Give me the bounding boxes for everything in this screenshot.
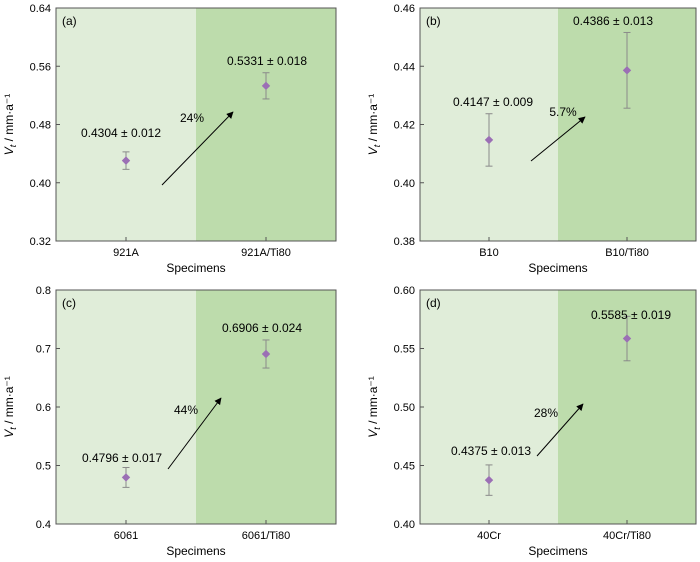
- y-tick-label: 0.32: [30, 236, 51, 248]
- x-tick-label: 6061/Ti80: [242, 530, 291, 542]
- increase-arrow: [161, 111, 234, 186]
- x-tick-label: 921A: [113, 247, 139, 259]
- y-tick-label: 0.64: [30, 3, 51, 15]
- y-tick-label: 0.60: [394, 285, 415, 297]
- panel-label: (c): [62, 296, 76, 310]
- increase-arrow: [536, 403, 584, 457]
- x-axis-label: Specimens: [528, 261, 587, 275]
- y-tick-label: 0.46: [394, 3, 415, 15]
- x-tick-label: 40Cr/Ti80: [603, 530, 651, 542]
- increase-arrow: [530, 116, 586, 162]
- y-tick-label: 0.38: [394, 236, 415, 248]
- x-axis-label: Specimens: [528, 544, 587, 558]
- data-point: [622, 334, 632, 343]
- panel-label: (b): [426, 14, 441, 28]
- panel-label: (d): [426, 296, 441, 310]
- increase-label: 24%: [180, 111, 204, 125]
- y-tick-label: 0.44: [394, 61, 415, 73]
- increase-arrow: [167, 397, 222, 470]
- value-label: 0.4796 ± 0.017: [82, 451, 162, 465]
- x-tick-label: 6061: [114, 530, 138, 542]
- panels: 0.32 0.40 0.48 0.56 0.64 921A 921A/Ti80 Specime…: [2, 3, 697, 558]
- right-region: [196, 290, 336, 524]
- x-tick-label: B10/Ti80: [605, 247, 649, 259]
- y-tick-label: 0.5: [36, 461, 51, 473]
- y-tick-label: 0.40: [394, 178, 415, 190]
- data-point: [121, 156, 131, 165]
- data-point: [484, 475, 494, 485]
- data-point: [622, 66, 632, 75]
- x-axis-label: Specimens: [166, 544, 225, 558]
- y-tick-label: 0.42: [394, 120, 415, 132]
- x-tick-label: 40Cr: [477, 530, 501, 542]
- y-tick-label: 0.6: [36, 402, 51, 414]
- y-tick-label: 0.45: [394, 461, 415, 473]
- value-label: 0.5331 ± 0.018: [227, 54, 307, 68]
- y-axis-label: Vt / mm·a⁻¹: [366, 94, 382, 156]
- y-tick-label: 0.8: [36, 285, 51, 297]
- data-point: [261, 349, 271, 359]
- data-point: [484, 135, 494, 145]
- value-label: 0.4147 ± 0.009: [453, 95, 533, 109]
- panel-label: (a): [62, 14, 77, 28]
- chart-panel-2: 0.38 0.40 0.42 0.44 0.46 B10 B10/Ti80 Specimens…: [366, 3, 697, 275]
- value-label: 0.4375 ± 0.013: [451, 444, 531, 458]
- data-point: [121, 473, 131, 482]
- y-tick-label: 0.7: [36, 344, 51, 356]
- increase-label: 5.7%: [549, 105, 577, 119]
- chart-panel-4: 0.40 0.45 0.50 0.55 0.60 40Cr 40Cr/Ti80 Specime…: [366, 285, 697, 558]
- y-axis-label: Vt / mm·a⁻¹: [2, 376, 18, 438]
- value-label: 0.5585 ± 0.019: [591, 308, 671, 322]
- y-tick-label: 0.40: [394, 519, 415, 531]
- data-point: [261, 81, 271, 91]
- x-axis-label: Specimens: [166, 261, 225, 275]
- y-axis-label: Vt / mm·a⁻¹: [2, 94, 18, 156]
- chart-panel-3: 0.4 0.5 0.6 0.7 0.8 6061 6061/Ti80 Specimens Vt …: [2, 285, 337, 558]
- y-tick-label: 0.48: [30, 120, 51, 132]
- y-tick-label: 0.40: [30, 178, 51, 190]
- chart-panel-1: 0.32 0.40 0.48 0.56 0.64 921A 921A/Ti80 Specime…: [2, 3, 337, 275]
- y-tick-label: 0.56: [30, 61, 51, 73]
- left-region: [56, 8, 196, 241]
- right-region: [196, 8, 336, 241]
- y-axis-label: Vt / mm·a⁻¹: [366, 376, 382, 438]
- y-tick-label: 0.50: [394, 402, 415, 414]
- x-tick-label: B10: [479, 247, 499, 259]
- value-label: 0.4304 ± 0.012: [81, 126, 161, 140]
- x-tick-label: 921A/Ti80: [241, 247, 291, 259]
- value-label: 0.6906 ± 0.024: [222, 321, 302, 335]
- y-tick-label: 0.4: [36, 519, 51, 531]
- increase-label: 44%: [174, 403, 198, 417]
- y-tick-label: 0.55: [394, 344, 415, 356]
- value-label: 0.4386 ± 0.013: [573, 14, 653, 28]
- increase-label: 28%: [534, 406, 558, 420]
